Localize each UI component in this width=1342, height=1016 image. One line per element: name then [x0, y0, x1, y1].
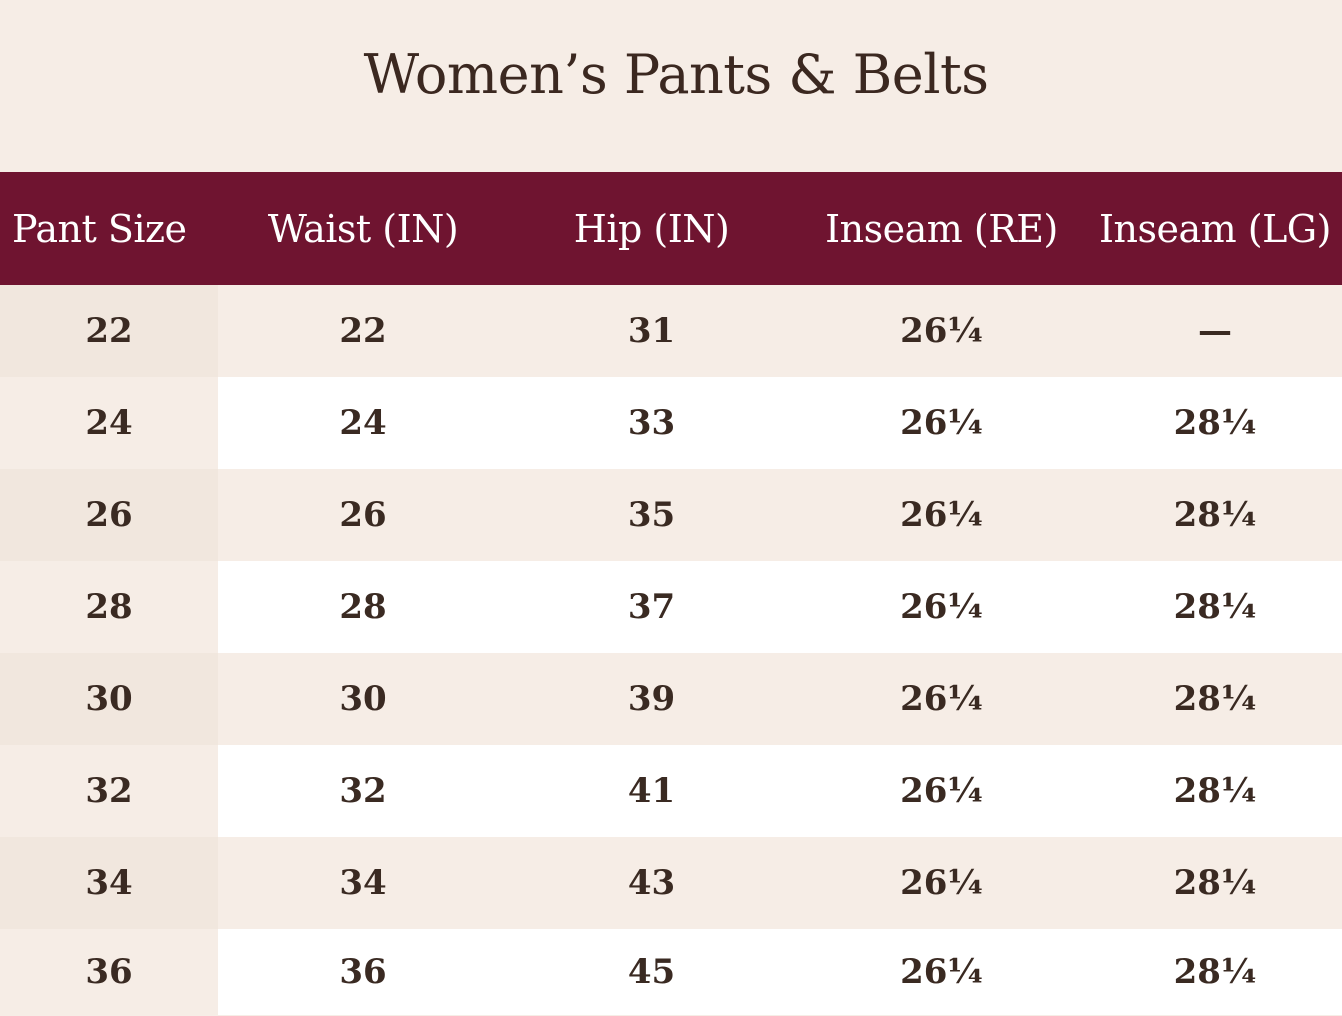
table-row: 32 32 41 26¼ 28¼: [0, 745, 1342, 837]
waist-cell: 36: [218, 929, 508, 1015]
pant-size-cell: 24: [0, 377, 218, 469]
inseam-long-cell: 28¼: [1088, 469, 1342, 561]
pant-size-cell: 32: [0, 745, 218, 837]
inseam-long-cell: 28¼: [1088, 929, 1342, 1015]
table-body: 22 22 31 26¼ — 24 24 33 26¼ 28¼ 26 26 35…: [0, 285, 1342, 1015]
inseam-long-cell: 28¼: [1088, 561, 1342, 653]
header-pant-size: Pant Size: [0, 172, 218, 285]
table-header: Pant Size Waist (IN) Hip (IN) Inseam (RE…: [0, 172, 1342, 285]
inseam-long-cell: 28¼: [1088, 837, 1342, 929]
hip-cell: 45: [508, 929, 795, 1015]
hip-cell: 41: [508, 745, 795, 837]
inseam-long-cell: 28¼: [1088, 377, 1342, 469]
header-row: Pant Size Waist (IN) Hip (IN) Inseam (RE…: [0, 172, 1342, 285]
hip-cell: 31: [508, 285, 795, 377]
waist-cell: 26: [218, 469, 508, 561]
waist-cell: 32: [218, 745, 508, 837]
pant-size-cell: 26: [0, 469, 218, 561]
inseam-regular-cell: 26¼: [795, 469, 1088, 561]
header-waist: Waist (IN): [218, 172, 508, 285]
hip-cell: 37: [508, 561, 795, 653]
waist-cell: 28: [218, 561, 508, 653]
table-row: 26 26 35 26¼ 28¼: [0, 469, 1342, 561]
inseam-regular-cell: 26¼: [795, 561, 1088, 653]
pant-size-cell: 28: [0, 561, 218, 653]
hip-cell: 39: [508, 653, 795, 745]
size-chart-table: Pant Size Waist (IN) Hip (IN) Inseam (RE…: [0, 172, 1342, 1015]
hip-cell: 33: [508, 377, 795, 469]
waist-cell: 22: [218, 285, 508, 377]
inseam-regular-cell: 26¼: [795, 653, 1088, 745]
pant-size-cell: 36: [0, 929, 218, 1015]
table-row: 36 36 45 26¼ 28¼: [0, 929, 1342, 1015]
inseam-regular-cell: 26¼: [795, 377, 1088, 469]
table-row: 24 24 33 26¼ 28¼: [0, 377, 1342, 469]
inseam-long-cell: 28¼: [1088, 745, 1342, 837]
page-title: Women’s Pants & Belts: [363, 43, 989, 106]
table-row: 34 34 43 26¼ 28¼: [0, 837, 1342, 929]
inseam-regular-cell: 26¼: [795, 837, 1088, 929]
inseam-long-cell: —: [1088, 285, 1342, 377]
waist-cell: 24: [218, 377, 508, 469]
table-row: 28 28 37 26¼ 28¼: [0, 561, 1342, 653]
hip-cell: 43: [508, 837, 795, 929]
inseam-regular-cell: 26¼: [795, 929, 1088, 1015]
inseam-regular-cell: 26¼: [795, 745, 1088, 837]
inseam-long-cell: 28¼: [1088, 653, 1342, 745]
header-hip: Hip (IN): [508, 172, 795, 285]
waist-cell: 34: [218, 837, 508, 929]
pant-size-cell: 30: [0, 653, 218, 745]
header-inseam-regular: Inseam (RE): [795, 172, 1088, 285]
waist-cell: 30: [218, 653, 508, 745]
table-row: 30 30 39 26¼ 28¼: [0, 653, 1342, 745]
inseam-regular-cell: 26¼: [795, 285, 1088, 377]
table-row: 22 22 31 26¼ —: [0, 285, 1342, 377]
header-inseam-long: Inseam (LG): [1088, 172, 1342, 285]
pant-size-cell: 34: [0, 837, 218, 929]
pant-size-cell: 22: [0, 285, 218, 377]
hip-cell: 35: [508, 469, 795, 561]
